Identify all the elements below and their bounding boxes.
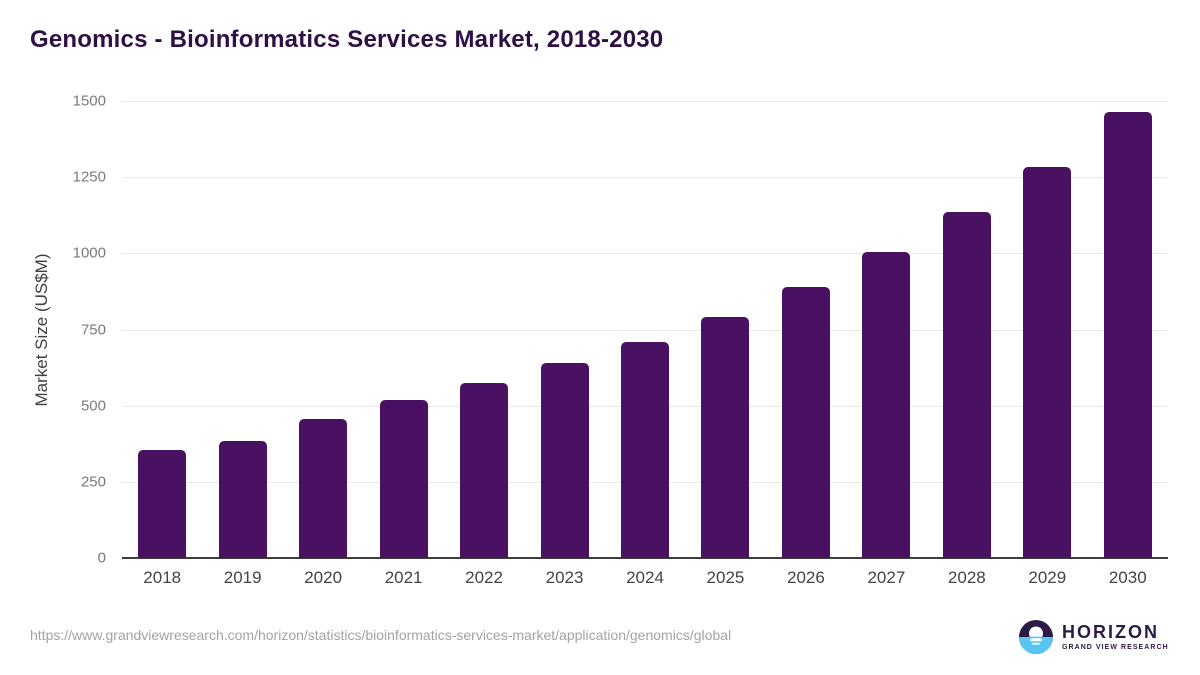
x-tick-label: 2027 xyxy=(867,568,906,587)
gridline xyxy=(122,101,1168,102)
gridline xyxy=(122,253,1168,255)
bar-2023 xyxy=(540,363,589,558)
y-tick-label: 750 xyxy=(80,321,106,338)
bar-2026 xyxy=(781,286,830,558)
y-tick-label: 1000 xyxy=(72,244,106,262)
gridline xyxy=(122,329,1168,331)
x-tick-label: 2024 xyxy=(626,568,664,587)
bar-2024 xyxy=(621,341,669,558)
x-tick-label: 2021 xyxy=(384,568,423,587)
x-axis-line xyxy=(122,557,1168,559)
logo-text: HORIZON GRAND VIEW RESEARCH xyxy=(1062,623,1169,651)
y-tick-label: 500 xyxy=(80,397,106,415)
gridline xyxy=(122,177,1168,179)
bar-2029 xyxy=(1023,166,1072,558)
x-tick-label: 2025 xyxy=(706,568,745,587)
x-tick-label: 2023 xyxy=(545,568,584,587)
logo-name: HORIZON xyxy=(1062,622,1159,642)
footer: https://www.grandviewresearch.com/horizo… xyxy=(0,610,1200,675)
x-tick-label: 2026 xyxy=(787,568,825,587)
y-tick-label: 0 xyxy=(97,549,106,567)
bar-2018 xyxy=(138,449,187,558)
bar-2020 xyxy=(299,419,348,558)
x-tick-label: 2028 xyxy=(947,568,986,587)
bar-2021 xyxy=(379,399,428,558)
bar-2027 xyxy=(862,251,911,558)
x-tick-label: 2018 xyxy=(143,568,182,587)
horizon-logo: HORIZON GRAND VIEW RESEARCH xyxy=(1019,620,1169,654)
bar-2019 xyxy=(218,440,267,558)
logo-subtitle: GRAND VIEW RESEARCH xyxy=(1062,644,1169,651)
bar-2028 xyxy=(942,212,991,558)
y-tick-label: 1500 xyxy=(72,92,106,110)
bar-2025 xyxy=(701,317,750,558)
source-url: https://www.grandviewresearch.com/horizo… xyxy=(30,627,732,643)
horizon-sun-icon xyxy=(1019,620,1053,654)
x-tick-label: 2030 xyxy=(1108,568,1147,587)
chart-title: Genomics - Bioinformatics Services Marke… xyxy=(30,26,664,53)
y-axis-title: Market Size (US$M) xyxy=(32,253,51,407)
x-tick-label: 2022 xyxy=(465,568,503,587)
y-tick-label: 250 xyxy=(80,473,106,491)
bar-2022 xyxy=(460,382,509,558)
x-tick-label: 2019 xyxy=(223,568,262,587)
x-tick-label: 2029 xyxy=(1028,568,1067,587)
plot-area: 0 250 500 750 1000 1250 1500 2018 2019 2020 2021 20… xyxy=(73,93,1168,587)
bar-2030 xyxy=(1103,111,1152,558)
y-tick-label: 1250 xyxy=(72,168,106,186)
x-tick-label: 2020 xyxy=(304,568,343,587)
